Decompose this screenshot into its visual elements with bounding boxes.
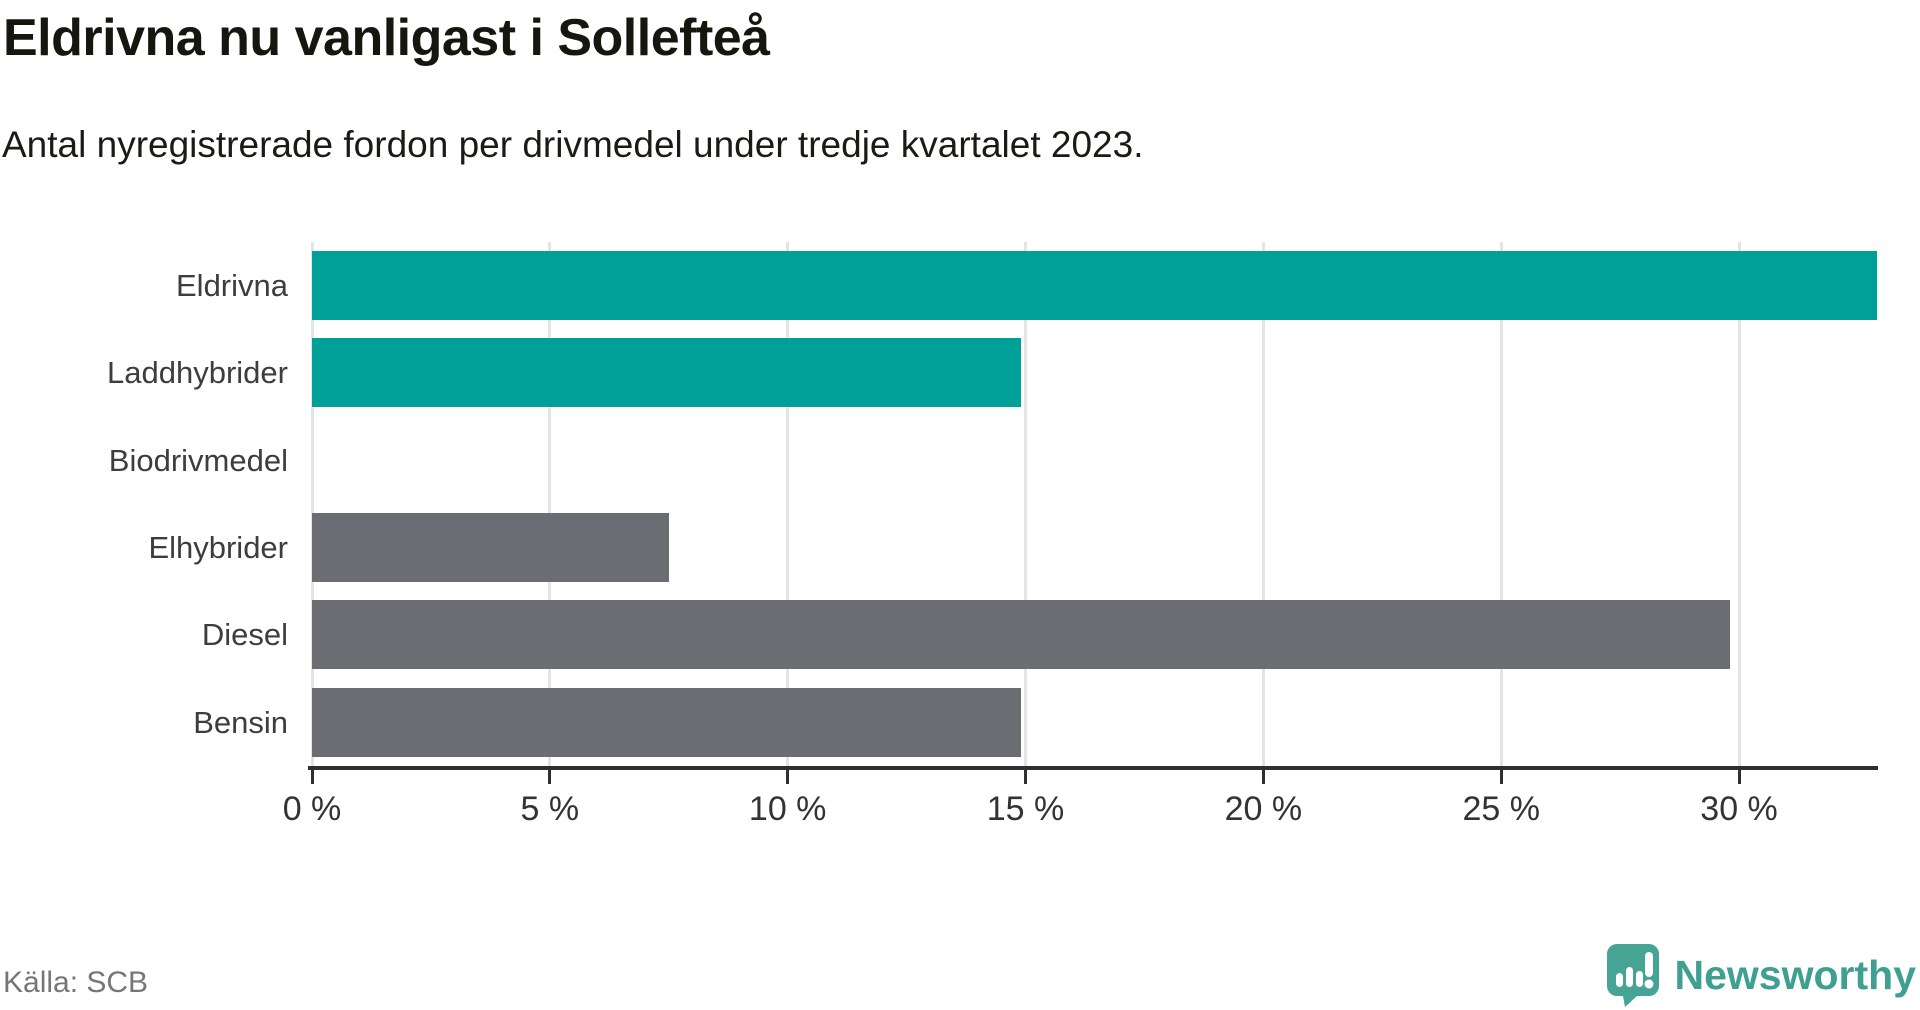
x-tick-label-25: 25 % xyxy=(1462,790,1540,828)
gridline-5 xyxy=(548,242,552,766)
x-axis-tick-10 xyxy=(786,766,790,784)
x-tick-label-30: 30 % xyxy=(1700,790,1778,828)
category-label-diesel: Diesel xyxy=(201,617,288,653)
x-axis-tick-0 xyxy=(310,766,314,784)
x-axis-tick-5 xyxy=(548,766,552,784)
gridline-30 xyxy=(1737,242,1741,766)
bar-eldrivna xyxy=(312,251,1877,320)
x-axis-line xyxy=(308,766,1878,770)
category-label-eldrivna: Eldrivna xyxy=(176,268,288,303)
x-axis-tick-20 xyxy=(1261,766,1265,784)
newsworthy-wordmark: Newsworthy xyxy=(1674,952,1917,998)
x-axis-tick-25 xyxy=(1499,766,1503,784)
newsworthy-speech-bubble-chart-icon xyxy=(1606,944,1659,1010)
chart-title: Eldrivna nu vanligast i Sollefteå xyxy=(3,9,770,67)
bar-diesel xyxy=(312,600,1730,670)
gridline-0 xyxy=(310,242,314,766)
gridline-20 xyxy=(1261,242,1265,766)
x-axis-tick-30 xyxy=(1737,766,1741,784)
category-label-bensin: Bensin xyxy=(193,704,288,740)
gridline-15 xyxy=(1024,242,1028,766)
bar-elhybrider xyxy=(312,513,669,582)
source-note: Källa: SCB xyxy=(3,966,149,999)
category-label-elhybrider: Elhybrider xyxy=(148,530,288,565)
x-tick-label-15: 15 % xyxy=(986,790,1065,828)
x-tick-label-0: 0 % xyxy=(282,790,342,828)
bar-laddhybrider xyxy=(312,338,1021,408)
x-tick-label-5: 5 % xyxy=(520,790,580,828)
x-tick-label-10: 10 % xyxy=(748,790,827,828)
category-label-laddhybrider: Laddhybrider xyxy=(107,355,288,391)
gridline-10 xyxy=(786,242,790,766)
bar-bensin xyxy=(312,687,1021,757)
x-tick-label-20: 20 % xyxy=(1224,790,1303,828)
chart-subtitle: Antal nyregistrerade fordon per drivmede… xyxy=(2,124,1144,165)
gridline-25 xyxy=(1499,242,1503,766)
x-axis-tick-15 xyxy=(1024,766,1028,784)
category-label-biodrivmedel: Biodrivmedel xyxy=(108,442,288,478)
newsworthy-logo: Newsworthy xyxy=(1606,944,1917,1010)
